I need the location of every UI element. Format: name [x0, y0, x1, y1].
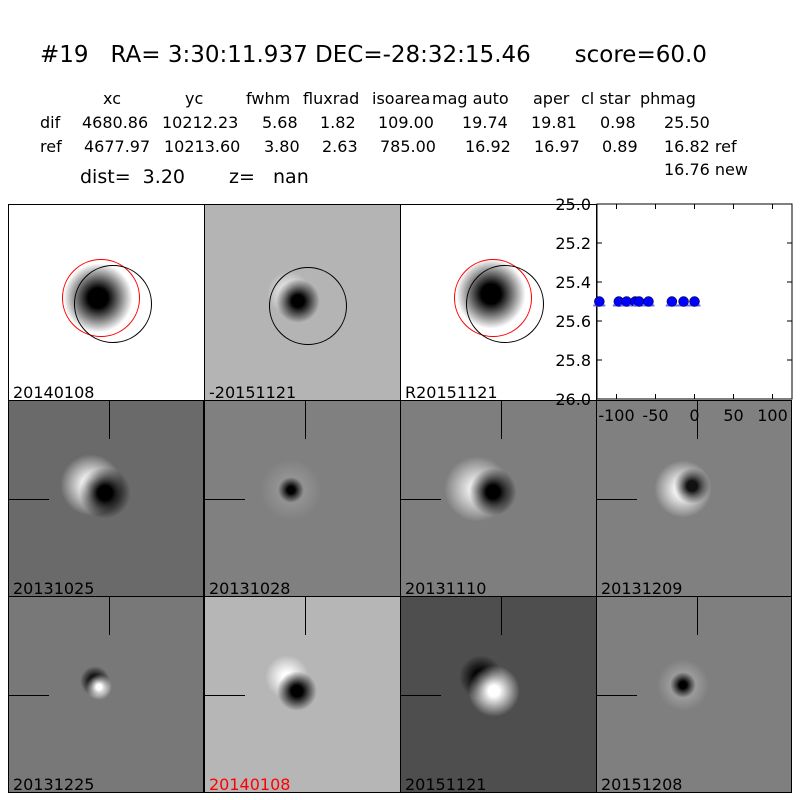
source-blob [78, 466, 132, 520]
column-header: phmag [640, 89, 696, 108]
stamp-date-label: R20151121 [405, 383, 498, 401]
stamp-date-label: 20151208 [601, 775, 683, 793]
y-tick-label: 26.0 [555, 390, 591, 409]
z-value: z= nan [229, 166, 309, 188]
column-header: aper [533, 89, 570, 108]
table-cell: 25.50 [664, 113, 710, 132]
source-blob [277, 671, 317, 711]
image-stamp: 20131025 [8, 400, 204, 597]
data-point [666, 296, 678, 307]
image-stamp: 20140108 [8, 204, 205, 401]
crosshair-vline [697, 597, 698, 635]
crosshair-vline [109, 401, 110, 439]
stamp-date-label: -20151121 [209, 383, 297, 401]
column-header: fluxrad [303, 89, 360, 108]
stamp-date-label: 20140108 [209, 775, 291, 793]
table-cell: 4677.97 [84, 137, 151, 156]
y-tick-label: 25.4 [555, 273, 591, 292]
source-blob [468, 467, 518, 517]
table-cell: 10212.23 [162, 113, 239, 132]
aperture-circle-black [466, 265, 544, 343]
column-header: mag auto [432, 89, 509, 108]
stamp-date-label: 20151121 [405, 775, 487, 793]
table-cell: 109.00 [378, 113, 434, 132]
source-blob [674, 468, 710, 504]
image-stamp: 20131209 [596, 400, 792, 597]
data-point [594, 296, 605, 307]
stamp-date-label: 20131028 [209, 579, 291, 597]
column-header: xc [103, 89, 121, 108]
crosshair-hline [597, 499, 637, 500]
data-point [678, 296, 689, 307]
row-label: ref [40, 137, 62, 156]
stamp-date-label: 20131110 [405, 579, 487, 597]
stamp-date-label: 20131225 [13, 775, 95, 793]
crosshair-hline [9, 695, 49, 696]
column-header: yc [185, 89, 204, 108]
crosshair-hline [401, 499, 441, 500]
table-cell: 4680.86 [82, 113, 149, 132]
y-tick-label: 25.0 [555, 195, 591, 214]
row-label: dif [40, 113, 61, 132]
x-tick-label: -50 [642, 406, 668, 425]
aperture-circle-black [269, 267, 347, 345]
crosshair-vline [501, 401, 502, 439]
crosshair-vline [109, 597, 110, 635]
column-header: fwhm [246, 89, 291, 108]
source-blob [277, 476, 305, 504]
table-cell: 16.92 [465, 137, 511, 156]
y-tick-label: 25.2 [555, 234, 591, 253]
x-tick-label: -100 [598, 406, 634, 425]
source-blob [669, 671, 697, 699]
aperture-circle-black [74, 265, 152, 343]
table-cell: 16.97 [534, 137, 580, 156]
dist-value: dist= 3.20 [80, 166, 185, 188]
table-cell: 0.98 [600, 113, 636, 132]
column-header: isoarea [372, 89, 431, 108]
crosshair-hline [9, 499, 49, 500]
crosshair-hline [205, 499, 245, 500]
table-cell: 785.00 [380, 137, 436, 156]
y-tick-label: 25.6 [555, 312, 591, 331]
table-cell: 0.89 [602, 137, 638, 156]
image-stamp: -20151121 [204, 204, 401, 401]
y-tick-label: 25.8 [555, 351, 591, 370]
x-tick-label: 100 [757, 406, 788, 425]
crosshair-hline [401, 695, 441, 696]
data-point [643, 296, 654, 307]
image-stamp: 20131225 [8, 596, 204, 793]
image-stamp: 20140108 [204, 596, 401, 793]
stamp-date-label: 20131025 [13, 579, 95, 597]
image-stamp: 20151208 [596, 596, 792, 793]
crosshair-hline [597, 695, 637, 696]
x-tick-label: 50 [723, 406, 743, 425]
source-blob [467, 664, 521, 718]
table-cell: 16.82 ref [664, 137, 737, 156]
table-cell: 19.81 [531, 113, 577, 132]
table-cell: 2.63 [322, 137, 358, 156]
image-stamp: 20131110 [400, 400, 597, 597]
table-cell: 10213.60 [164, 137, 241, 156]
data-point [689, 296, 700, 307]
stamp-date-label: 20140108 [13, 383, 95, 401]
table-cell: 19.74 [462, 113, 508, 132]
crosshair-vline [697, 401, 698, 439]
crosshair-vline [501, 597, 502, 635]
crosshair-vline [305, 597, 306, 635]
crosshair-hline [205, 695, 245, 696]
source-blob [85, 673, 113, 701]
phmag-lightcurve-plot: 25.0 25.2 25.4 25.6 25.8 26.0 -100 -50 0 50 100 [555, 195, 793, 425]
image-stamp: 20151121 [400, 596, 597, 793]
table-cell: 1.82 [320, 113, 356, 132]
stamp-date-label: 20131209 [601, 579, 683, 597]
phmag-new: 16.76 new [664, 160, 748, 179]
crosshair-vline [305, 401, 306, 439]
image-stamp: R20151121 [400, 204, 597, 401]
table-cell: 5.68 [262, 113, 298, 132]
page-title: #19 RA= 3:30:11.937 DEC=-28:32:15.46 sco… [40, 42, 707, 68]
image-stamp: 20131028 [204, 400, 401, 597]
table-cell: 3.80 [264, 137, 300, 156]
column-header: cl star [581, 89, 631, 108]
x-tick-label: 0 [689, 406, 699, 425]
